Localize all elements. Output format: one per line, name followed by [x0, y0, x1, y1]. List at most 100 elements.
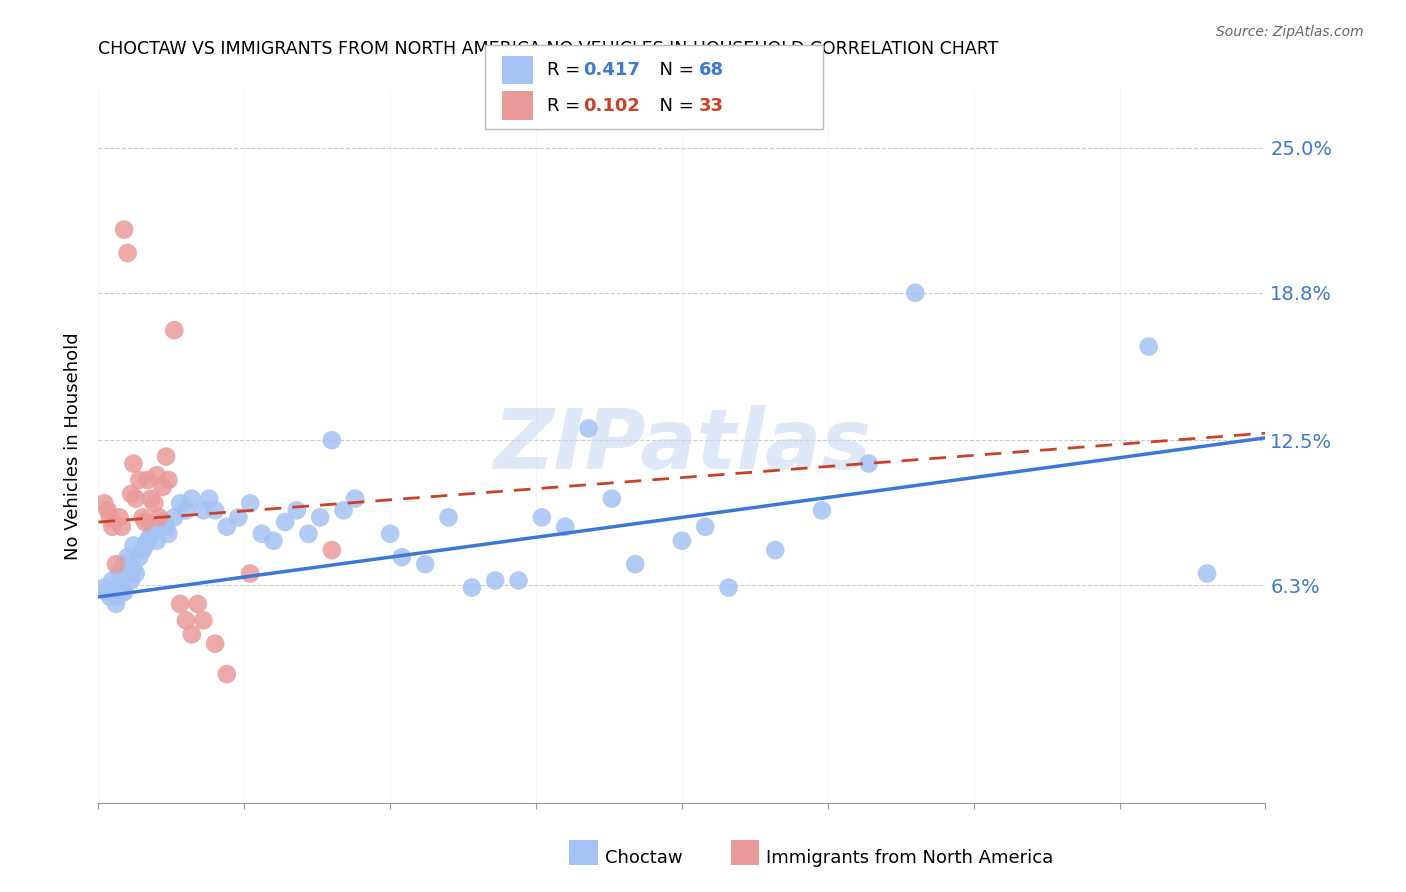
Point [309, 510, 332, 524]
Point [250, 526, 273, 541]
Point [187, 597, 209, 611]
Point [163, 510, 186, 524]
Point [143, 519, 166, 533]
Y-axis label: No Vehicles in Household: No Vehicles in Household [65, 332, 83, 560]
Point [204, 503, 226, 517]
Point [695, 519, 717, 533]
Point [146, 468, 169, 483]
Point [132, 543, 155, 558]
Point [98, 590, 121, 604]
Point [484, 574, 506, 588]
Point [122, 538, 145, 552]
Point [461, 581, 484, 595]
Text: CHOCTAW VS IMMIGRANTS FROM NORTH AMERICA NO VEHICLES IN HOUSEHOLD CORRELATION CH: CHOCTAW VS IMMIGRANTS FROM NORTH AMERICA… [98, 40, 998, 58]
Point [578, 421, 600, 435]
Point [139, 526, 162, 541]
Text: Source: ZipAtlas.com: Source: ZipAtlas.com [1216, 25, 1364, 39]
Point [380, 526, 402, 541]
Point [671, 533, 693, 548]
Point [112, 222, 135, 236]
Point [125, 566, 148, 581]
Point [413, 557, 436, 571]
Point [112, 557, 135, 571]
Point [120, 487, 142, 501]
Point [98, 510, 121, 524]
Text: R =: R = [547, 96, 586, 114]
Point [239, 566, 262, 581]
Text: Choctaw: Choctaw [605, 849, 682, 867]
Point [93, 496, 115, 510]
Point [134, 515, 156, 529]
Text: Immigrants from North America: Immigrants from North America [766, 849, 1053, 867]
Point [97, 503, 120, 517]
Point [215, 519, 238, 533]
Point [108, 581, 131, 595]
Point [391, 550, 413, 565]
Point [104, 557, 127, 571]
Point [111, 519, 134, 533]
Point [204, 637, 226, 651]
Point [297, 526, 319, 541]
Point [530, 510, 553, 524]
Point [120, 574, 142, 588]
Point [111, 574, 134, 588]
Point [157, 473, 180, 487]
Point [811, 503, 834, 517]
Point [437, 510, 460, 524]
Point [117, 566, 139, 581]
Point [321, 543, 343, 558]
Point [1137, 340, 1160, 354]
Point [554, 519, 576, 533]
Point [285, 503, 308, 517]
Text: 33: 33 [699, 96, 724, 114]
Text: 0.417: 0.417 [583, 61, 640, 79]
Point [93, 581, 115, 595]
Point [155, 519, 177, 533]
Point [134, 538, 156, 552]
Point [128, 473, 150, 487]
Point [163, 323, 186, 337]
Point [139, 491, 162, 506]
Point [193, 503, 215, 517]
Point [132, 510, 155, 524]
Point [1195, 566, 1218, 581]
Point [117, 246, 139, 260]
Point [122, 562, 145, 576]
Point [157, 526, 180, 541]
Point [117, 550, 139, 565]
Point [101, 519, 124, 533]
Point [155, 450, 177, 464]
Point [111, 585, 134, 599]
Point [198, 491, 221, 506]
Point [174, 613, 197, 627]
Point [108, 510, 131, 524]
Point [215, 667, 238, 681]
Point [262, 533, 284, 548]
Point [600, 491, 623, 506]
Point [97, 585, 120, 599]
Point [169, 597, 191, 611]
Point [104, 597, 127, 611]
Text: 68: 68 [699, 61, 724, 79]
Point [321, 433, 343, 447]
Text: N =: N = [648, 96, 700, 114]
Text: ZIPatlas: ZIPatlas [494, 406, 870, 486]
Point [763, 543, 786, 558]
Point [146, 533, 169, 548]
Point [152, 515, 174, 529]
Point [112, 585, 135, 599]
Point [152, 480, 174, 494]
Point [717, 581, 740, 595]
Point [624, 557, 647, 571]
Point [101, 574, 124, 588]
Point [169, 496, 191, 510]
Point [180, 491, 202, 506]
Point [344, 491, 367, 506]
Text: R =: R = [547, 61, 586, 79]
Point [128, 550, 150, 565]
Point [136, 473, 159, 487]
Text: N =: N = [648, 61, 700, 79]
Text: 0.102: 0.102 [583, 96, 640, 114]
Point [104, 590, 127, 604]
Point [122, 457, 145, 471]
